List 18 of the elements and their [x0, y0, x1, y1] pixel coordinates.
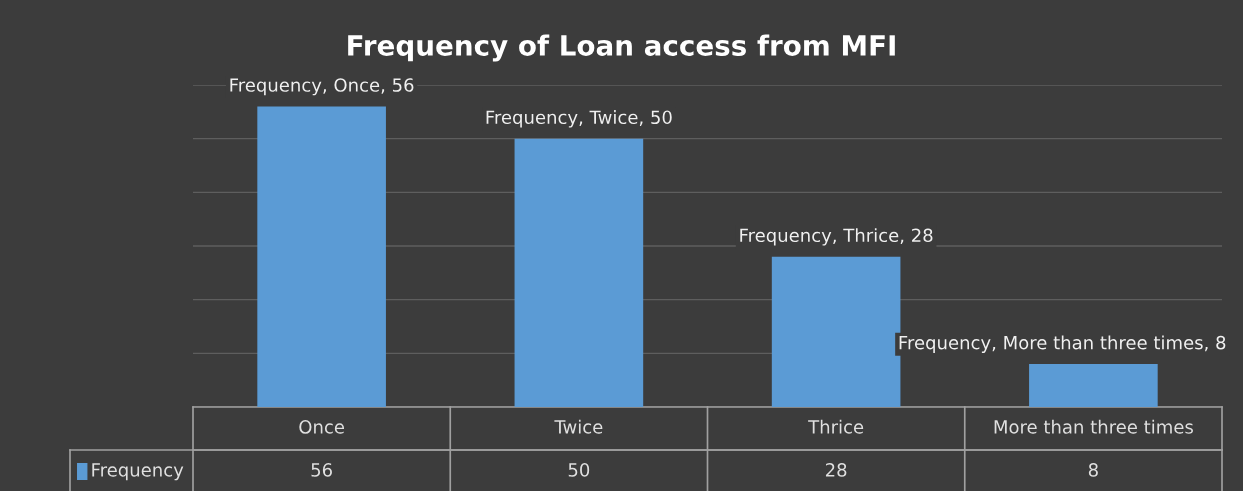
data-label: 50	[568, 463, 590, 477]
bar	[514, 138, 644, 407]
annotation: Frequency, Twice, 50	[486, 110, 672, 128]
x-tick-label: Twice	[554, 419, 603, 434]
annotation: Frequency, More than three times, 8	[899, 335, 1226, 353]
bar	[257, 106, 386, 407]
x-tick-label: Thrice	[808, 419, 864, 434]
bar	[1029, 364, 1158, 407]
data-label: 8	[1088, 463, 1098, 477]
data-label: 56	[311, 463, 332, 477]
legend-label: Frequency	[92, 463, 184, 481]
data-label: 28	[825, 463, 847, 477]
bar	[771, 256, 901, 407]
x-tick-label: More than three times	[994, 419, 1193, 434]
annotation: Frequency, Thrice, 28	[740, 228, 933, 246]
x-tick-label: Once	[299, 420, 345, 434]
annotation: Frequency, Once, 56	[230, 78, 414, 96]
chart-title: Frequency of Loan access from MFI	[348, 34, 895, 62]
